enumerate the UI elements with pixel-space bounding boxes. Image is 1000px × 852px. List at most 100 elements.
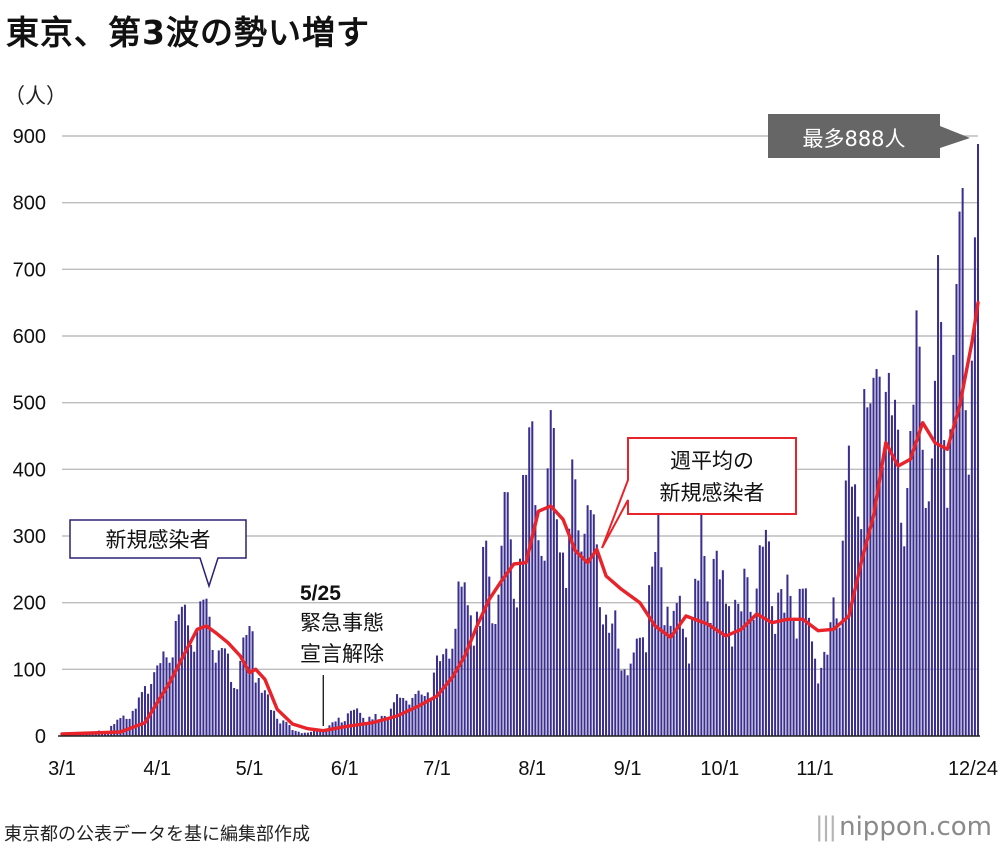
bar (728, 606, 731, 736)
bar (826, 654, 829, 736)
bar (153, 672, 156, 736)
bar (780, 589, 783, 736)
y-tick-label: 700 (13, 259, 46, 281)
x-tick-label: 4/1 (143, 758, 171, 780)
bar (949, 429, 952, 736)
bar (420, 694, 423, 736)
y-tick-label: 400 (13, 459, 46, 481)
bar (909, 431, 912, 736)
bar (546, 468, 549, 736)
bar (316, 730, 319, 736)
bar (635, 638, 638, 736)
bar (940, 322, 943, 736)
bar (924, 507, 927, 736)
bar (605, 614, 608, 736)
bar (973, 237, 976, 736)
bar (568, 528, 571, 736)
bar (488, 576, 491, 736)
brand-mark-icon: ||| (814, 812, 837, 842)
bar (771, 606, 774, 736)
bar (694, 578, 697, 736)
bar (457, 581, 460, 736)
bar (380, 715, 383, 736)
bar (180, 606, 183, 736)
emergency-label-line2: 宣言解除 (300, 642, 384, 666)
bar (734, 599, 737, 736)
bar (749, 611, 752, 736)
bar (571, 459, 574, 736)
bar (187, 625, 190, 736)
bar (485, 540, 488, 736)
bar (897, 429, 900, 736)
bar (884, 391, 887, 736)
bar (540, 555, 543, 736)
bar (718, 579, 721, 736)
bar (303, 732, 306, 736)
bar (442, 654, 445, 736)
bar (958, 211, 961, 736)
bar (356, 708, 359, 736)
bar (371, 719, 374, 736)
bar (721, 570, 724, 736)
bar (706, 601, 709, 736)
weekly-average-line (60, 301, 980, 736)
bar (131, 710, 134, 736)
bar (208, 616, 211, 736)
bar (611, 623, 614, 736)
bar (761, 546, 764, 736)
bar (724, 603, 727, 736)
bar (518, 558, 522, 736)
peak-callout-box (768, 114, 970, 158)
bar (285, 721, 288, 736)
bar (970, 360, 973, 736)
bar (740, 611, 743, 736)
bar (783, 612, 786, 736)
bar (878, 376, 881, 736)
bar (512, 598, 515, 736)
bar (887, 372, 890, 736)
bar (731, 646, 734, 736)
bar (137, 697, 140, 736)
bar-series (60, 144, 980, 737)
bar (525, 474, 528, 736)
bar (325, 728, 328, 736)
bar (789, 595, 792, 736)
bar (847, 445, 850, 736)
x-tick-label: 6/1 (331, 758, 359, 780)
bar (900, 522, 903, 736)
emergency-date-label: 5/25 (300, 582, 341, 605)
y-tick-label: 500 (13, 393, 46, 415)
bar (666, 606, 669, 736)
bar (482, 546, 485, 736)
bar (807, 617, 810, 736)
bar (429, 699, 432, 736)
bar (835, 618, 838, 736)
bar (688, 663, 691, 736)
bar (601, 624, 605, 736)
source-note: 東京都の公表データを基に編集部作成 (4, 824, 310, 845)
bar (684, 637, 687, 736)
bar (598, 607, 601, 736)
chart-title: 東京、第3波の勢い増す (6, 13, 370, 52)
bar (562, 552, 565, 736)
bar (832, 597, 835, 736)
bar (555, 519, 558, 736)
bar (850, 486, 853, 736)
x-tick-label: 10/1 (700, 758, 739, 780)
bar (660, 567, 663, 736)
bar (386, 719, 389, 736)
bar (558, 552, 561, 736)
bar (927, 501, 930, 736)
bar (755, 588, 758, 736)
callout-weekly-average-box (601, 437, 797, 549)
bar (823, 651, 826, 736)
bar (583, 533, 586, 736)
bar (202, 599, 205, 736)
bar (629, 663, 632, 736)
bar (402, 698, 405, 736)
bar (580, 551, 583, 736)
bar (577, 530, 580, 736)
bar (340, 722, 343, 736)
bar (503, 492, 506, 736)
